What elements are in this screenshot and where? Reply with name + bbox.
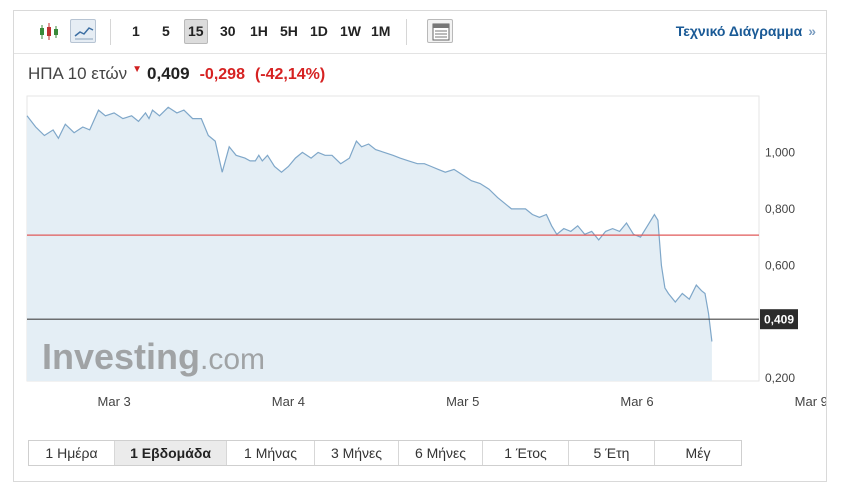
- down-arrow-icon: ▼: [132, 64, 143, 75]
- x-tick-label: Mar 5: [446, 394, 479, 409]
- current-price-tag: [760, 309, 798, 330]
- x-tick-label: Mar 4: [272, 394, 305, 409]
- timeframe-1w[interactable]: 1W: [340, 23, 361, 39]
- y-tick-label: 0,600: [765, 258, 795, 272]
- current-price-label: 0,409: [764, 313, 794, 327]
- range-button[interactable]: 5 Έτη: [569, 441, 655, 465]
- line-chart-icon[interactable]: [70, 19, 96, 43]
- timeframe-1h[interactable]: 1H: [250, 23, 268, 39]
- chart-toolbar: 1 5 15 30 1H 5H 1D 1W 1M Τεχνικό Διάγραμ…: [14, 11, 826, 54]
- table-icon[interactable]: [427, 19, 453, 43]
- range-selector: 1 Ημέρα 1 Εβδομάδα 1 Μήνας 3 Μήνες 6 Μήνες 1 …: [28, 440, 742, 466]
- series-area: [27, 107, 712, 382]
- investing-watermark: Investing.com: [42, 336, 265, 377]
- timeframe-1m[interactable]: 1M: [371, 23, 391, 39]
- timeframe-5[interactable]: 5: [162, 23, 170, 39]
- x-tick-label: Mar 9: [795, 394, 826, 409]
- price-change-percent: (-42,14%): [254, 66, 326, 83]
- toolbar-divider: [110, 19, 111, 45]
- x-tick-label: Mar 3: [98, 394, 131, 409]
- range-button[interactable]: 6 Μήνες: [399, 441, 483, 465]
- range-button[interactable]: 1 Μήνας: [227, 441, 315, 465]
- price-change: -0,298: [199, 66, 245, 83]
- range-button[interactable]: 1 Έτος: [483, 441, 569, 465]
- timeframe-5h[interactable]: 5H: [280, 23, 298, 39]
- range-button[interactable]: 3 Μήνες: [315, 441, 399, 465]
- toolbar-divider: [406, 19, 407, 45]
- timeframe-15[interactable]: 15: [184, 19, 208, 44]
- series-line: [26, 106, 713, 342]
- y-tick-label: 0,200: [765, 371, 795, 385]
- technical-chart-link[interactable]: Τεχνικό Διάγραμμα »: [676, 23, 816, 39]
- range-button[interactable]: 1 Εβδομάδα: [115, 441, 227, 465]
- y-tick-label: 0,800: [765, 202, 795, 216]
- range-button[interactable]: 1 Ημέρα: [29, 441, 115, 465]
- timeframe-1[interactable]: 1: [132, 23, 140, 39]
- instrument-name: ΗΠΑ 10 ετών: [28, 64, 128, 83]
- candlestick-icon[interactable]: [35, 19, 61, 43]
- double-chevron-right-icon: »: [808, 23, 816, 39]
- x-tick-label: Mar 6: [620, 394, 653, 409]
- timeframe-1d[interactable]: 1D: [310, 23, 328, 39]
- chart-widget: 1 5 15 30 1H 5H 1D 1W 1M Τεχνικό Διάγραμ…: [13, 10, 827, 482]
- technical-chart-link-label: Τεχνικό Διάγραμμα: [675, 23, 803, 39]
- quote-header: ΗΠΑ 10 ετών ▼ 0,409 -0,298 (-42,14%): [28, 64, 325, 86]
- y-tick-label: 1,000: [765, 145, 795, 159]
- timeframe-30[interactable]: 30: [220, 23, 236, 39]
- price-chart[interactable]: 0,409 1,000 0,800 0,600 0,200 Mar 3 Mar 4 Mar 5…: [14, 11, 826, 481]
- last-price: 0,409: [147, 64, 190, 83]
- range-button[interactable]: Μέγ: [685, 445, 711, 461]
